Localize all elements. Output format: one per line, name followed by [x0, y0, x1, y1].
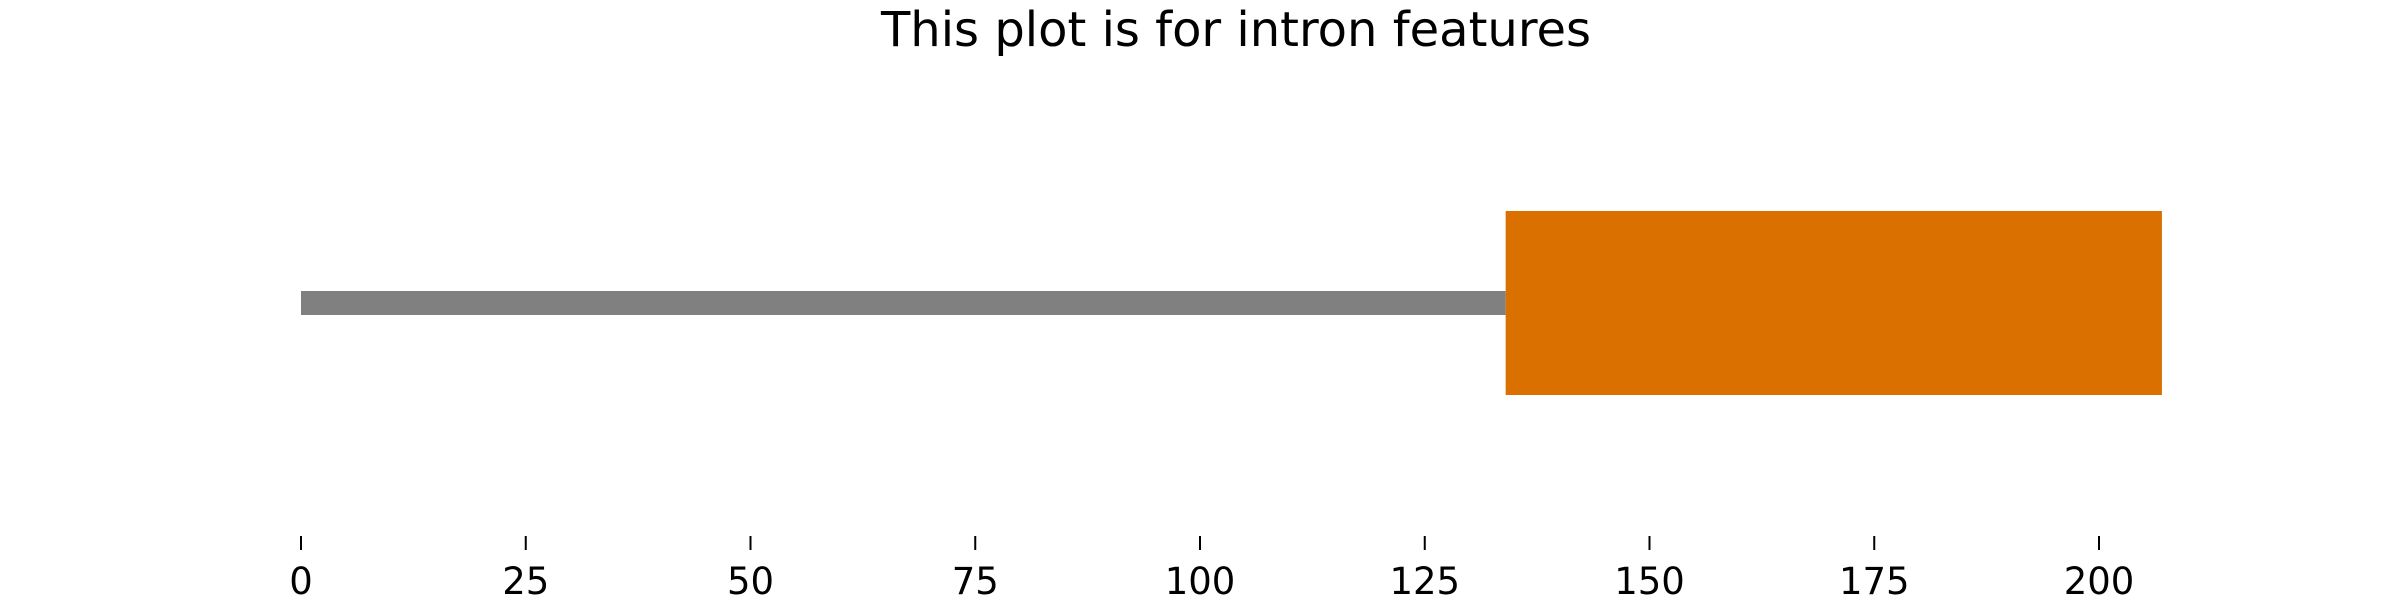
plot-area — [301, 211, 2162, 395]
x-tick-label: 200 — [2064, 560, 2135, 600]
x-tick-label: 0 — [289, 560, 313, 600]
x-tick-label: 175 — [1839, 560, 1910, 600]
x-tick-label: 100 — [1165, 560, 1236, 600]
x-tick-label: 150 — [1614, 560, 1685, 600]
track-line — [301, 291, 1506, 315]
x-tick-label: 125 — [1389, 560, 1460, 600]
x-tick-label: 50 — [727, 560, 774, 600]
chart-title: This plot is for intron features — [880, 2, 1591, 58]
x-axis: 0 25 50 75 100 125 150 175 200 — [289, 536, 2134, 600]
x-tick-label: 25 — [502, 560, 549, 600]
x-tick-label: 75 — [952, 560, 999, 600]
feature-bar — [1505, 211, 2162, 395]
